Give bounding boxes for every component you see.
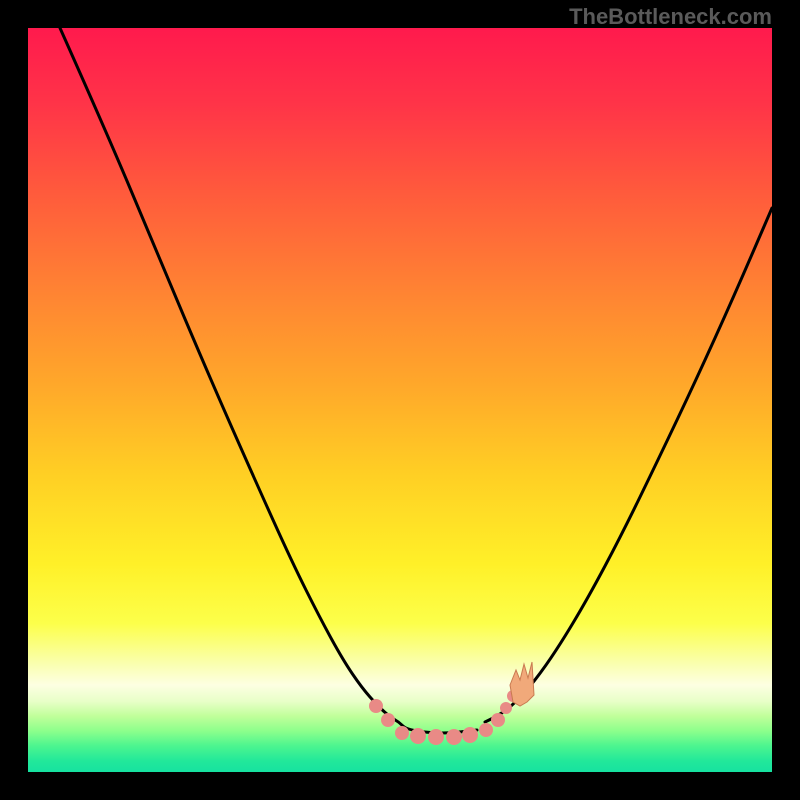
chart-frame: TheBottleneck.com	[0, 0, 800, 800]
curve-dot	[462, 727, 478, 743]
curve-dot	[369, 699, 383, 713]
curve-dot	[500, 702, 512, 714]
curve-dot	[491, 713, 505, 727]
curve-dot	[395, 726, 409, 740]
watermark-text: TheBottleneck.com	[569, 4, 772, 30]
curve-dot	[479, 723, 493, 737]
curve-dot	[381, 713, 395, 727]
chart-svg	[0, 0, 800, 800]
curve-dot	[446, 729, 462, 745]
curve-dot	[410, 728, 426, 744]
curve-dot	[428, 729, 444, 745]
plot-background	[28, 28, 772, 772]
